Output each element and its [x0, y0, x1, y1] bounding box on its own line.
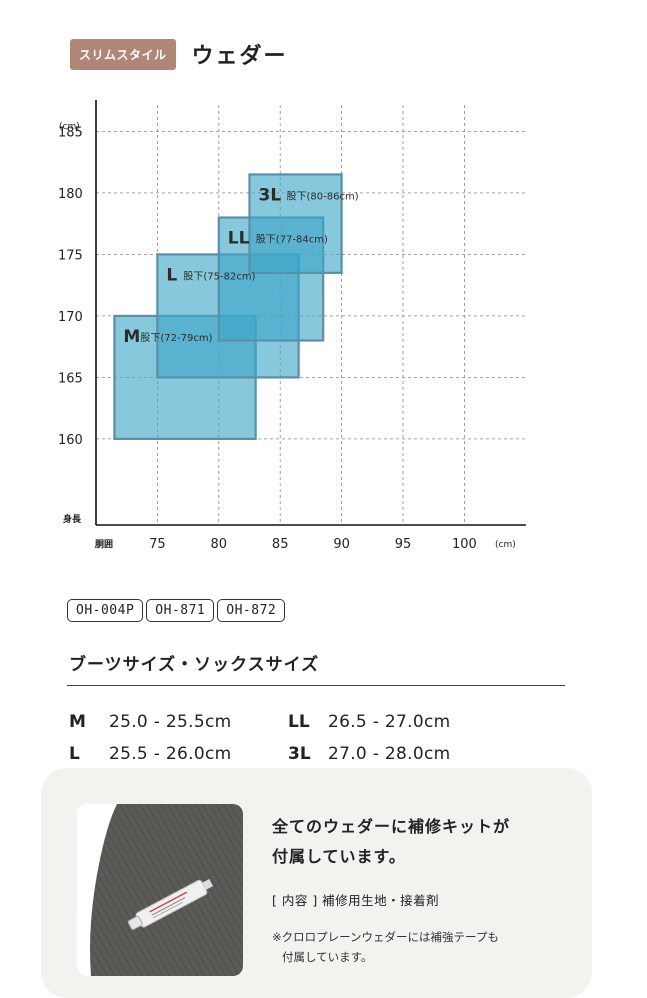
x-tick-label: 95 — [395, 537, 412, 552]
repair-kit-heading-line: 付属しています。 — [272, 847, 406, 866]
product-code: OH-872 — [217, 599, 286, 622]
x-tick-label: 75 — [149, 537, 166, 552]
divider — [67, 685, 565, 686]
size-label-m: M — [123, 327, 140, 347]
x-tick-label: 80 — [211, 537, 228, 552]
size-chart: M 股下(72-79cm) L 股下(75-82cm) LL 股下(77-84cm) 3L 股… — [58, 100, 526, 552]
y-tick-label: 165 — [58, 371, 83, 386]
repair-kit-photo — [77, 804, 243, 976]
size-value: 25.0 - 25.5cm — [109, 712, 232, 732]
size-region-3l — [248, 173, 343, 274]
repair-kit-note-line: ※クロロプレーンウェダーには補強テープも — [272, 930, 499, 944]
product-code: OH-871 — [146, 599, 215, 622]
style-badge: スリムスタイル — [70, 38, 176, 70]
y-tick-label: 175 — [58, 248, 83, 263]
inseam-label-ll: 股下(77-84cm) — [256, 234, 328, 246]
size-label: M — [69, 712, 86, 732]
glue-tube-icon — [127, 879, 214, 930]
page-title: ウェダー — [191, 44, 288, 69]
size-value: 26.5 - 27.0cm — [328, 712, 451, 732]
x-tick-label: 100 — [452, 537, 477, 552]
y-unit-label: (cm) — [59, 122, 80, 132]
size-row: L 25.5 - 26.0cm 3L 27.0 - 28.0cm — [69, 738, 507, 770]
page-header: スリムスタイル ウェダー — [70, 38, 288, 70]
size-cell: L 25.5 - 26.0cm — [69, 744, 288, 764]
size-cell: M 25.0 - 25.5cm — [69, 712, 288, 732]
x-axis-label: 胴囲 — [94, 539, 113, 550]
size-row: M 25.0 - 25.5cm LL 26.5 - 27.0cm — [69, 706, 507, 738]
x-tick-label: 85 — [272, 537, 289, 552]
repair-kit-panel: 全てのウェダーに補修キットが 付属しています。 [ 内容 ] 補修用生地・接着剤… — [41, 768, 592, 998]
inseam-label-m: 股下(72-79cm) — [140, 332, 212, 344]
size-cell: 3L 27.0 - 28.0cm — [288, 744, 507, 764]
size-label-ll: LL — [228, 229, 250, 249]
y-tick-label: 160 — [58, 433, 83, 448]
boot-size-table: M 25.0 - 25.5cm LL 26.5 - 27.0cm L 25.5 … — [69, 706, 507, 770]
size-cell: LL 26.5 - 27.0cm — [288, 712, 507, 732]
size-label-l: L — [166, 265, 177, 285]
y-tick-label: 185 — [58, 125, 83, 140]
inseam-label-l: 股下(75-82cm) — [183, 270, 255, 282]
y-axis-label: 身長 — [63, 513, 82, 525]
x-tick-label: 90 — [333, 537, 350, 552]
repair-kit-heading-line: 全てのウェダーに補修キットが — [272, 817, 511, 836]
repair-kit-note: ※クロロプレーンウェダーには補強テープも 付属しています。 — [272, 927, 510, 967]
y-tick-label: 180 — [58, 187, 83, 202]
repair-kit-text: 全てのウェダーに補修キットが 付属しています。 [ 内容 ] 補修用生地・接着剤… — [272, 812, 510, 967]
repair-kit-note-line: 付属しています。 — [282, 950, 373, 964]
size-value: 25.5 - 26.0cm — [109, 744, 232, 764]
x-unit-label: (cm) — [495, 540, 516, 550]
y-tick-label: 170 — [58, 310, 83, 325]
repair-kit-contents: [ 内容 ] 補修用生地・接着剤 — [272, 893, 440, 908]
size-label-3l: 3L — [259, 185, 282, 205]
product-code: OH-004P — [67, 599, 144, 622]
size-value: 27.0 - 28.0cm — [328, 744, 451, 764]
repair-kit-image — [90, 804, 243, 976]
size-label: 3L — [288, 744, 311, 764]
size-label: L — [69, 744, 80, 764]
inseam-label-3l: 股下(80-86cm) — [287, 190, 359, 202]
boot-size-heading: ブーツサイズ・ソックスサイズ — [69, 655, 320, 675]
size-label: LL — [288, 712, 310, 732]
repair-kit-heading: 全てのウェダーに補修キットが 付属しています。 — [272, 812, 510, 872]
product-codes: OH-004P OH-871 OH-872 — [67, 599, 288, 622]
